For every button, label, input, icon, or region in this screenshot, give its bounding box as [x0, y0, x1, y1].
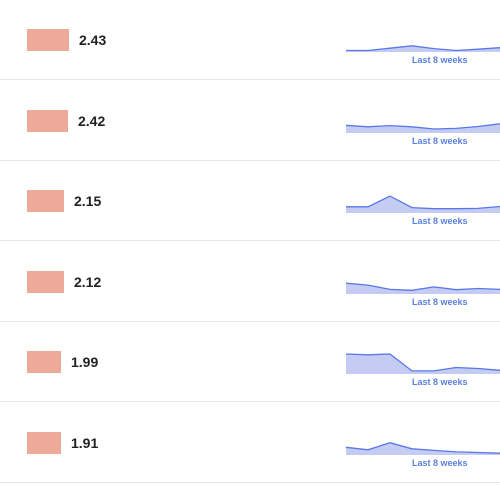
- value-bar: [27, 29, 69, 51]
- sparkline-label: Last 8 weeks: [412, 457, 468, 468]
- metric-row: 2.43 Last 8 weeks: [0, 0, 500, 80]
- metric-value: 1.99: [71, 354, 99, 370]
- value-bar: [27, 351, 61, 373]
- sparkline-label: Last 8 weeks: [412, 135, 468, 146]
- sparkline: [345, 282, 500, 294]
- value-bar: [27, 270, 64, 293]
- metric-value: 1.91: [71, 434, 99, 451]
- sparkline-area: [346, 196, 500, 213]
- value-bar: [27, 190, 64, 212]
- sparkline-line: [345, 353, 500, 372]
- metric-value: 2.43: [79, 32, 107, 48]
- sparkline: [346, 195, 500, 213]
- sparkline: [346, 45, 500, 52]
- sparkline-label: Last 8 weeks: [412, 55, 468, 65]
- sparkline-label: Last 8 weeks: [412, 377, 468, 387]
- metric-row: 2.42 Last 8 weeks: [0, 81, 500, 161]
- sparkline-line: [345, 282, 500, 291]
- sparkline-line: [345, 441, 500, 454]
- sparkline-line: [345, 122, 500, 130]
- sparkline: [345, 441, 500, 455]
- sparkline: [345, 122, 500, 133]
- metric-row: 2.15 Last 8 weeks: [0, 161, 500, 241]
- value-bar: [27, 431, 61, 454]
- sparkline-area: [346, 354, 500, 374]
- metric-row: 1.99 Last 8 weeks: [0, 322, 500, 402]
- sparkline-line: [346, 45, 500, 52]
- sparkline-line: [346, 195, 500, 210]
- sparkline-label: Last 8 weeks: [412, 296, 468, 307]
- sparkline-label: Last 8 weeks: [412, 216, 468, 226]
- metric-value: 2.42: [78, 112, 106, 129]
- metric-row: 1.91 Last 8 weeks: [0, 403, 500, 483]
- sparkline-area: [346, 442, 500, 455]
- sparkline: [345, 353, 500, 374]
- metric-value: 2.12: [74, 273, 102, 290]
- value-bar: [27, 109, 68, 132]
- metric-value: 2.15: [74, 193, 102, 209]
- metric-row: 2.12 Last 8 weeks: [0, 242, 500, 322]
